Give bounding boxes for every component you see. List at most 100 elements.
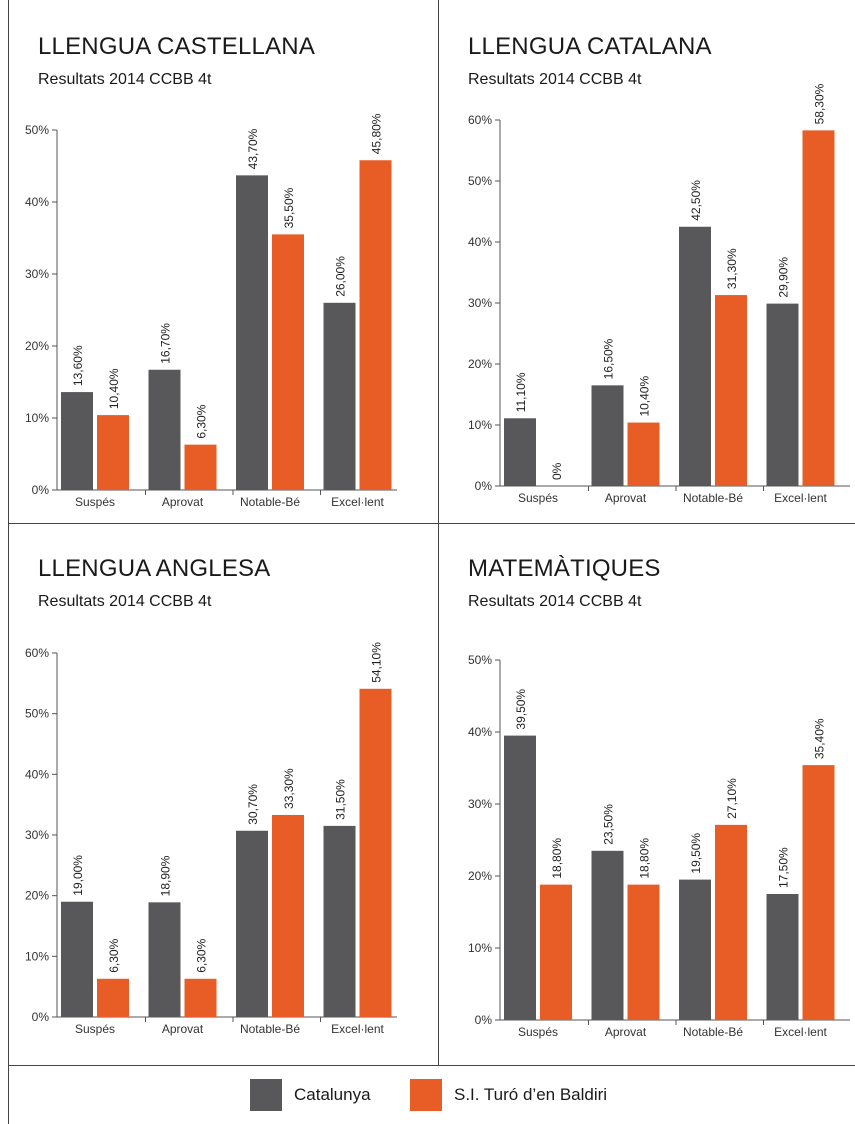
x-tick-label: Notable-Bé — [683, 1025, 743, 1039]
bar-school — [715, 295, 747, 486]
data-label: 6,30% — [107, 938, 121, 972]
bar-catalunya — [679, 227, 711, 486]
y-tick-label: 40% — [468, 235, 492, 249]
data-label: 16,70% — [159, 323, 173, 364]
bar-school — [272, 234, 304, 490]
y-tick-label: 10% — [25, 411, 49, 425]
bar-school — [97, 415, 129, 490]
legend-label-catalunya: Catalunya — [294, 1085, 371, 1105]
panel-subtitle: Resultats 2014 CCBB 4t — [468, 593, 641, 611]
legend: Catalunya S.I. Turó d’en Baldiri — [0, 1065, 855, 1124]
y-tick-label: 30% — [25, 267, 49, 281]
data-label: 45,80% — [370, 113, 384, 154]
data-label: 10,40% — [638, 376, 652, 417]
legend-item-catalunya: Catalunya — [250, 1079, 371, 1111]
bar-catalunya — [504, 736, 536, 1020]
data-label: 39,50% — [514, 689, 528, 730]
y-tick-label: 0% — [32, 483, 50, 497]
bar-school — [803, 130, 835, 486]
data-label: 11,10% — [514, 372, 528, 412]
x-tick-label: Aprovat — [605, 1025, 647, 1039]
data-label: 33,30% — [282, 768, 296, 809]
panel-subtitle: Resultats 2014 CCBB 4t — [38, 71, 211, 89]
data-label: 58,30% — [813, 83, 827, 124]
data-label: 23,50% — [602, 804, 616, 845]
x-tick-label: Excel·lent — [774, 1025, 827, 1039]
bar-catalunya — [767, 304, 799, 486]
y-tick-label: 10% — [25, 949, 49, 963]
x-tick-label: Notable-Bé — [240, 1022, 300, 1036]
bar-chart-matematiques: 0% 10% 20% 30% 40% 50% 39,50% 18,80% Suspés 23,50… — [430, 650, 855, 1050]
data-label: 17,50% — [777, 847, 791, 888]
data-label: 19,00% — [71, 855, 85, 896]
bar-catalunya — [324, 303, 356, 490]
bar-school — [540, 885, 572, 1020]
x-tick-label: Suspés — [75, 1022, 115, 1036]
data-label: 0% — [550, 462, 564, 480]
x-tick-label: Aprovat — [605, 491, 647, 505]
bar-catalunya — [504, 418, 536, 486]
data-label: 10,40% — [107, 368, 121, 409]
bar-school — [803, 765, 835, 1020]
data-label: 6,30% — [195, 404, 209, 438]
y-tick-label: 30% — [468, 797, 492, 811]
x-tick-label: Aprovat — [162, 1022, 204, 1036]
x-tick-label: Excel·lent — [331, 495, 384, 509]
x-tick-label: Suspés — [518, 1025, 558, 1039]
frame-horizontal-line — [8, 523, 855, 524]
panel-title: LLENGUA ANGLESA — [38, 555, 270, 583]
data-label: 26,00% — [334, 256, 348, 297]
bar-catalunya — [679, 880, 711, 1020]
data-label: 27,10% — [725, 778, 739, 819]
y-tick-label: 0% — [32, 1010, 50, 1024]
data-label: 31,30% — [725, 248, 739, 289]
data-label: 31,50% — [334, 779, 348, 820]
legend-swatch-school — [410, 1079, 442, 1111]
bar-catalunya — [149, 370, 181, 490]
y-tick-label: 30% — [468, 296, 492, 310]
x-tick-label: Suspés — [75, 495, 115, 509]
bar-chart-castellana: 0% 10% 20% 30% 40% 50% 13,60% 10,40% Suspés 16,70… — [0, 120, 400, 510]
data-label: 13,60% — [71, 345, 85, 386]
y-tick-label: 50% — [25, 707, 49, 721]
y-tick-label: 40% — [25, 195, 49, 209]
data-label: 29,90% — [777, 257, 791, 298]
y-tick-label: 10% — [468, 941, 492, 955]
legend-swatch-catalunya — [250, 1079, 282, 1111]
panel-subtitle: Resultats 2014 CCBB 4t — [468, 71, 641, 89]
y-tick-label: 20% — [468, 869, 492, 883]
y-tick-label: 10% — [468, 418, 492, 432]
bar-chart-catalana: 0% 10% 20% 30% 40% 50% 60% 11,10% 0% Suspés 16,50%… — [430, 90, 855, 510]
data-label: 43,70% — [246, 128, 260, 169]
panel-subtitle: Resultats 2014 CCBB 4t — [38, 593, 211, 611]
panel-title: LLENGUA CASTELLANA — [38, 33, 315, 61]
x-tick-label: Notable-Bé — [683, 491, 743, 505]
bar-school — [360, 689, 392, 1017]
y-tick-label: 20% — [25, 339, 49, 353]
y-tick-label: 0% — [475, 479, 493, 493]
bar-school — [628, 885, 660, 1020]
data-label: 35,40% — [813, 718, 827, 759]
data-label: 19,50% — [689, 833, 703, 874]
data-label: 30,70% — [246, 784, 260, 825]
bar-catalunya — [324, 826, 356, 1017]
y-tick-label: 30% — [25, 828, 49, 842]
x-tick-label: Suspés — [518, 491, 558, 505]
data-label: 18,80% — [550, 838, 564, 879]
data-label: 18,90% — [159, 855, 173, 896]
bar-school — [185, 979, 217, 1017]
panel-title: MATEMÀTIQUES — [468, 555, 661, 583]
legend-label-school: S.I. Turó d’en Baldiri — [454, 1085, 607, 1105]
x-tick-label: Notable-Bé — [240, 495, 300, 509]
bar-catalunya — [592, 385, 624, 486]
bar-catalunya — [236, 831, 268, 1017]
y-tick-label: 20% — [25, 889, 49, 903]
bar-catalunya — [767, 894, 799, 1020]
bar-school — [272, 815, 304, 1017]
data-label: 35,50% — [282, 187, 296, 228]
bar-school — [97, 979, 129, 1017]
data-label: 16,50% — [602, 338, 616, 379]
bar-school — [628, 423, 660, 486]
bar-school — [185, 445, 217, 490]
y-tick-label: 50% — [25, 123, 49, 137]
